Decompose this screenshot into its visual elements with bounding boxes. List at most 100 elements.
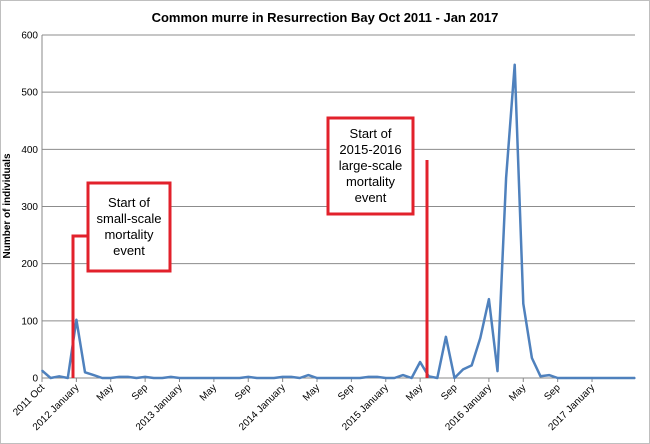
data-point	[256, 377, 258, 379]
x-tick-label: Sep	[336, 382, 357, 403]
data-point	[221, 377, 224, 379]
annotation-text-1: event	[113, 243, 145, 258]
data-point	[290, 376, 293, 378]
y-tick-label: 200	[21, 259, 38, 270]
data-point	[350, 377, 353, 379]
data-point	[359, 377, 361, 379]
annotation-text-2: large-scale	[339, 158, 403, 173]
x-tick-label: May	[301, 382, 322, 403]
data-point	[565, 377, 568, 379]
annotation-leader-1	[71, 234, 88, 378]
data-point	[539, 375, 542, 378]
data-point	[92, 374, 95, 376]
data-point	[178, 377, 181, 379]
series-line	[41, 63, 635, 380]
data-point	[49, 377, 52, 379]
data-point	[230, 377, 232, 379]
y-tick-label: 100	[21, 316, 38, 327]
data-point	[505, 177, 507, 179]
data-point	[453, 377, 456, 379]
y-tick-label: 400	[21, 145, 38, 156]
data-point	[127, 376, 129, 378]
data-point	[591, 377, 593, 379]
data-point	[316, 377, 318, 379]
y-tick-label: 600	[21, 31, 38, 42]
x-tick-label: May	[95, 382, 116, 403]
data-point	[144, 376, 146, 378]
annotation-text-1: mortality	[104, 227, 154, 242]
series-layer	[41, 63, 636, 380]
data-point	[333, 377, 336, 379]
x-tick-label: Sep	[130, 382, 151, 403]
data-point	[264, 377, 267, 379]
y-tick-label: 500	[21, 88, 38, 99]
data-point	[599, 377, 602, 379]
x-tick-label: Sep	[233, 382, 254, 403]
annotation-box-1	[86, 181, 172, 273]
annotation-text-2: 2015-2016	[339, 142, 401, 157]
x-tick-label: Sep	[542, 382, 563, 403]
data-point	[470, 364, 473, 367]
data-point	[204, 377, 207, 379]
data-point	[324, 377, 327, 379]
data-point	[152, 377, 155, 379]
data-point	[118, 376, 121, 378]
annotation-text-1: small-scale	[96, 211, 161, 226]
data-point	[376, 376, 378, 378]
x-tick-label: May	[198, 382, 219, 403]
data-point	[410, 377, 413, 379]
data-point	[445, 336, 447, 338]
data-point	[41, 369, 43, 372]
data-point	[625, 377, 628, 379]
annotation-box-2	[326, 116, 415, 216]
x-tick-label: May	[507, 382, 528, 403]
y-tick-label: 0	[32, 374, 38, 385]
annotation-text-2: event	[355, 190, 387, 205]
data-point	[513, 63, 516, 66]
data-point	[634, 377, 636, 379]
annotation-text-2: mortality	[346, 174, 396, 189]
data-point	[488, 298, 490, 300]
data-point	[419, 361, 421, 363]
data-point	[58, 375, 60, 378]
data-point	[522, 302, 525, 305]
data-point	[608, 377, 611, 379]
data-point	[307, 374, 310, 376]
data-point	[66, 377, 69, 379]
data-point	[84, 371, 86, 374]
data-point	[496, 370, 499, 372]
data-point	[161, 377, 164, 379]
data-point	[479, 337, 482, 339]
data-point	[281, 376, 284, 378]
data-point	[135, 377, 138, 379]
data-point	[187, 377, 189, 379]
data-point	[617, 377, 619, 379]
data-point	[436, 377, 439, 379]
data-point	[531, 357, 533, 359]
data-point	[273, 377, 275, 379]
data-point	[384, 377, 387, 379]
data-point	[238, 377, 241, 379]
chart-title: Common murre in Resurrection Bay Oct 201…	[152, 10, 499, 25]
data-point	[367, 376, 370, 378]
data-point	[109, 377, 112, 379]
data-point	[402, 374, 404, 376]
data-point	[299, 377, 301, 379]
y-tick-label: 300	[21, 202, 38, 213]
data-point	[548, 374, 550, 376]
data-point	[582, 377, 585, 379]
data-point	[462, 368, 464, 371]
data-point	[170, 376, 172, 378]
data-point	[393, 377, 396, 379]
data-point	[213, 377, 215, 379]
data-point	[556, 377, 559, 379]
data-point	[341, 377, 344, 379]
annotation-text-1: Start of	[108, 195, 150, 210]
y-axis-label: Number of individuals	[2, 153, 13, 258]
data-point	[247, 376, 250, 378]
data-point	[101, 377, 103, 379]
x-tick-label: May	[404, 382, 425, 403]
data-point	[574, 377, 576, 379]
